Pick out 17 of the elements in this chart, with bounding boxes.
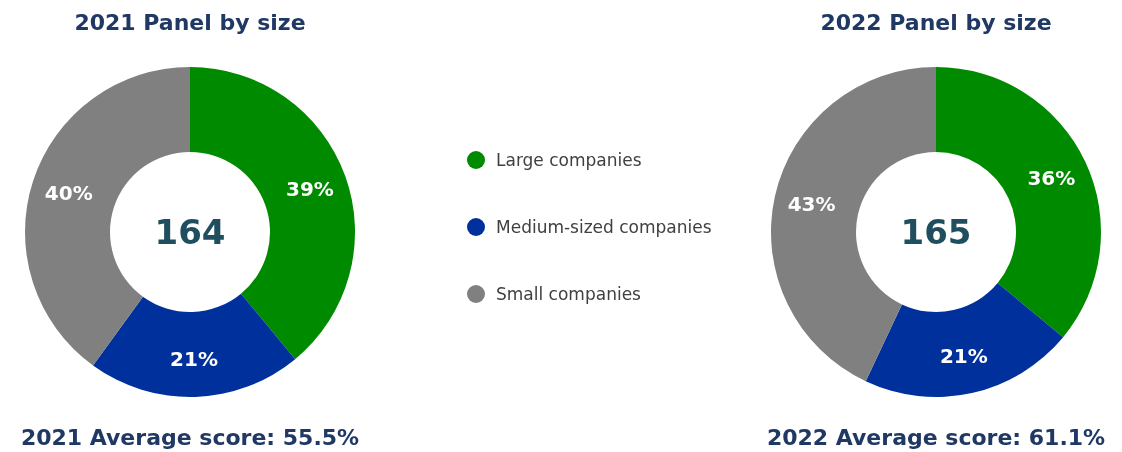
chart-title: 2021 Panel by size [74,10,306,35]
text: 2022 Average score: 61.1% [766,425,1106,450]
data-label: 21% [939,344,988,369]
donut-slice [93,293,296,397]
text: 164 [154,211,226,252]
text: 165 [900,211,972,252]
data-label: 40% [44,180,93,205]
data-label: 21% [170,347,218,372]
text: 2021 Average score: 55.5% [20,425,360,450]
chart-title: 2022 Panel by size [820,10,1052,35]
donut-slice [865,282,1064,397]
legend-label: Small companies [496,283,642,304]
data-label: 36% [1027,165,1076,190]
legend-label: Large companies [496,149,642,170]
data-label: 39% [286,176,334,201]
legend-label: Medium-sized companies [496,216,712,237]
data-label: 43% [787,192,836,217]
